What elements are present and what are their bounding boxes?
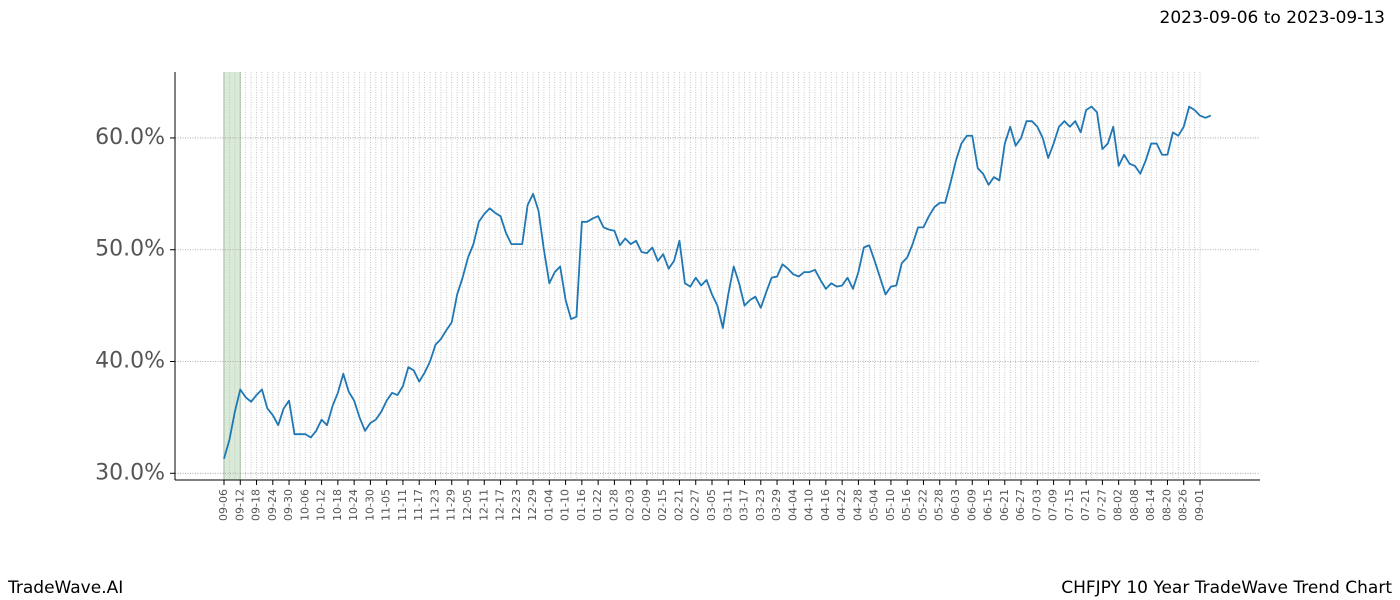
x-tick-label: 02-21 — [672, 489, 685, 521]
x-tick-label: 02-09 — [640, 489, 653, 521]
x-tick-label: 10-12 — [315, 489, 328, 521]
x-tick-label: 08-20 — [1160, 489, 1173, 521]
y-tick-label: 40.0% — [95, 349, 165, 374]
x-tick-label: 03-23 — [754, 489, 767, 521]
x-tick-label: 03-05 — [705, 489, 718, 521]
x-tick-label: 10-24 — [347, 489, 360, 521]
x-tick-label: 07-27 — [1095, 489, 1108, 521]
x-tick-label: 06-21 — [998, 489, 1011, 521]
x-tick-label: 09-01 — [1193, 489, 1206, 521]
x-tick-label: 06-15 — [982, 489, 995, 521]
x-tick-label: 03-29 — [770, 489, 783, 521]
x-tick-label: 03-17 — [738, 489, 751, 521]
x-tick-label: 09-30 — [282, 489, 295, 521]
x-tick-label: 10-30 — [363, 489, 376, 521]
x-tick-label: 02-03 — [624, 489, 637, 521]
x-tick-label: 04-16 — [819, 489, 832, 521]
x-tick-label: 08-08 — [1128, 489, 1141, 521]
x-tick-label: 07-09 — [1047, 489, 1060, 521]
y-tick-label: 60.0% — [95, 125, 165, 150]
x-tick-label: 06-27 — [1014, 489, 1027, 521]
x-tick-label: 01-04 — [542, 489, 555, 521]
x-tick-label: 04-10 — [803, 489, 816, 521]
x-tick-label: 06-09 — [965, 489, 978, 521]
x-tick-label: 11-05 — [380, 489, 393, 521]
x-tick-label: 02-27 — [689, 489, 702, 521]
y-tick-label: 50.0% — [95, 237, 165, 262]
trend-line — [223, 105, 1212, 460]
brand: TradeWave.AI — [7, 578, 123, 598]
x-tick-label: 07-21 — [1079, 489, 1092, 521]
x-tick-label: 05-10 — [884, 489, 897, 521]
x-tick-label: 05-04 — [868, 489, 881, 521]
x-tick-label: 01-22 — [591, 489, 604, 521]
x-tick-label: 08-14 — [1144, 489, 1157, 521]
x-tick-label: 12-29 — [526, 489, 539, 521]
x-tick-label: 11-17 — [412, 489, 425, 521]
x-tick-label: 05-16 — [900, 489, 913, 521]
x-tick-label: 11-11 — [396, 489, 409, 521]
x-tick-label: 05-28 — [933, 489, 946, 521]
date-range: 2023-09-06 to 2023-09-13 — [1160, 8, 1385, 28]
x-tick-label: 10-06 — [298, 489, 311, 521]
x-tick-label: 04-22 — [835, 489, 848, 521]
x-tick-label: 09-24 — [266, 489, 279, 521]
x-tick-label: 03-11 — [721, 489, 734, 521]
x-tick-label: 08-02 — [1112, 489, 1125, 521]
x-tick-label: 09-12 — [233, 489, 246, 521]
x-tick-label: 01-28 — [607, 489, 620, 521]
highlight-band — [224, 72, 241, 480]
x-tick-label: 05-22 — [916, 489, 929, 521]
x-tick-label: 07-03 — [1030, 489, 1043, 521]
x-tick-label: 02-15 — [656, 489, 669, 521]
x-tick-label: 09-06 — [217, 489, 230, 521]
x-tick-label: 04-28 — [851, 489, 864, 521]
x-tick-label: 11-23 — [428, 489, 441, 521]
x-tick-label: 09-18 — [250, 489, 263, 521]
x-tick-label: 01-16 — [575, 489, 588, 521]
x-tick-label: 10-18 — [331, 489, 344, 521]
y-tick-label: 30.0% — [95, 460, 165, 485]
x-tick-label: 12-11 — [477, 489, 490, 521]
x-tick-label: 08-26 — [1177, 489, 1190, 521]
x-tick-label: 11-29 — [445, 489, 458, 521]
x-tick-label: 12-17 — [494, 489, 507, 521]
chart-title: CHFJPY 10 Year TradeWave Trend Chart — [1061, 578, 1392, 598]
x-tick-label: 04-04 — [786, 489, 799, 521]
x-tick-label: 12-23 — [510, 489, 523, 521]
x-tick-label: 12-05 — [461, 489, 474, 521]
x-tick-label: 01-10 — [559, 489, 572, 521]
x-tick-label: 07-15 — [1063, 489, 1076, 521]
x-tick-label: 06-03 — [949, 489, 962, 521]
